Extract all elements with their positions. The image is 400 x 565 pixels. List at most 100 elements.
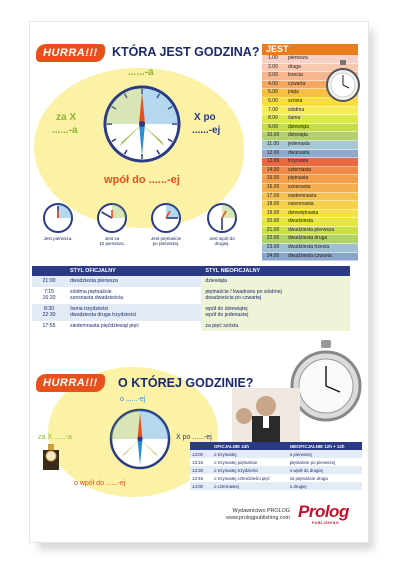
small-clock-caption: Jest wpół do drugiej. <box>202 236 242 247</box>
clock-label-top: o ......-ej <box>120 396 146 403</box>
hour-row: 9.00 dziewiąta <box>262 123 358 133</box>
informal-cell: wpół do dziewiątej wpół do jedenastej <box>201 303 350 321</box>
hour-word: trzecia <box>288 72 303 79</box>
hour-word: siódma <box>288 106 305 113</box>
table-header: STYL OFICJALNY <box>66 266 202 276</box>
time-value: 17:55 <box>42 322 56 329</box>
hour-row: 14.00 czternasta <box>262 166 358 176</box>
table-cell: o wpół do drugiej <box>287 466 362 474</box>
big-clock-icon <box>103 85 181 163</box>
table-header <box>190 442 212 450</box>
hour-row: 10.00 dziesiąta <box>262 132 358 141</box>
hour-word: dwudziesta czwarta <box>288 252 332 259</box>
hour-time: 14.00 <box>266 166 280 173</box>
hour-word: dwunasta <box>288 149 310 156</box>
hour-word: dziewiętnasta <box>288 209 319 216</box>
informal-cell: piętnaście / kwadrans po siódmej dwadzieś… <box>201 286 350 304</box>
publisher-url: www.prologpublishing.com <box>226 514 290 521</box>
informal-cell: za pięć szósta <box>201 320 350 331</box>
hour-row: 12.00 dwunasta <box>262 149 358 159</box>
hour-row: 13.00 trzynasta <box>262 158 358 167</box>
time-styles-table: STYL OFICJALNY STYL NIEOFICJALNY 21:00 dw… <box>32 266 350 331</box>
hours-list: 1.00 pierwsza 2.00 druga 3.00 trzecia 4.00 czwa… <box>262 55 358 262</box>
time-value: 21:00 <box>42 278 56 284</box>
table-cell: 13:30 <box>190 466 212 474</box>
hour-word: druga <box>288 63 301 70</box>
hour-row: 24.00 dwudziesta czwarta <box>262 252 358 262</box>
hour-word: siedemnasta <box>288 192 317 199</box>
hour-time: 6.00 <box>268 97 278 104</box>
hurra-badge: HURRA!!! <box>36 44 105 62</box>
hour-word: trzynasta <box>288 158 309 165</box>
table-header: STYL NIEOFICJALNY <box>201 266 350 276</box>
hour-time: 18.00 <box>266 201 280 208</box>
clock-label-left: za X ......-a <box>38 434 72 441</box>
table-cell: o trzynastej <box>212 450 288 458</box>
poster: HURRA!!! KTÓRA JEST GODZINA? JEST 1.00 pi… <box>30 22 368 542</box>
hour-time: 13.00 <box>266 158 280 165</box>
hour-word: dwudziesta <box>288 218 314 225</box>
hour-row: 19.00 dziewiętnasta <box>262 209 358 219</box>
publisher-info: Wydawnictwo PROLOG www.prologpublishing.… <box>200 508 290 521</box>
table-header: OFICJALNIE 24h <box>212 442 288 450</box>
small-clock-caption: Jest piętnaście po pierwszej. <box>146 236 186 247</box>
hour-row: 8.00 ósma <box>262 115 358 124</box>
table-cell: 13:15 <box>190 458 212 466</box>
hour-row: 22.00 dwudziesta druga <box>262 235 358 245</box>
small-clock-icon <box>97 203 127 233</box>
time-cell: 7:15 16:20 <box>32 286 66 304</box>
table-row: 17:55 siedemnasta pięćdziesiąt pięć za pię… <box>32 320 350 331</box>
time-value: 22:30 <box>42 312 56 318</box>
hour-row: 16.00 szesnasta <box>262 183 358 193</box>
hour-row: 3.00 trzecia <box>262 72 358 81</box>
table-row: 7:15 16:20 siódma piętnaście szesnasta dwad… <box>32 286 350 304</box>
official-value: ósma trzydzieści <box>70 305 109 312</box>
hour-time: 11.00 <box>266 140 280 147</box>
when-table: OFICJALNIE 24h NIEOFICJALNIE 12h + 12h 1… <box>190 442 362 490</box>
pocket-watch-icon <box>290 340 362 422</box>
time-cell: 17:55 <box>32 320 66 331</box>
hour-word: dziesiąta <box>288 132 308 139</box>
table-cell: o trzynastej trzydzieści <box>212 466 288 474</box>
table-header: NIEOFICJALNIE 12h + 12h <box>287 442 362 450</box>
official-value: siódma piętnaście <box>70 288 112 295</box>
small-clock-caption: Jest za 10 pierwsza. <box>92 236 132 247</box>
table-cell: 13:45 <box>190 474 212 482</box>
table-cell: za piętnaście druga <box>287 474 362 482</box>
official-value: dwudziesta pierwsza <box>70 278 118 284</box>
table-row: 13:45 o trzynastej czterdzieści pięć za pi… <box>190 474 362 482</box>
hour-row: 18.00 osiemnasta <box>262 201 358 210</box>
hour-word: dwudziesta trzecia <box>288 244 330 251</box>
hour-time: 8.00 <box>268 115 278 122</box>
hour-time: 23.00 <box>266 244 280 251</box>
hour-time: 19.00 <box>266 209 280 216</box>
table-row: 8:30 22:30 ósma trzydzieści dwudziesta drug… <box>32 303 350 321</box>
hour-row: 7.00 siódma <box>262 106 358 116</box>
caption-line: 10 pierwsza. <box>99 241 125 247</box>
hour-word: szósta <box>288 97 303 104</box>
hour-time: 12.00 <box>266 149 280 156</box>
hour-row: 11.00 jedenasta <box>262 140 358 150</box>
hour-word: dwudziesta druga <box>288 235 328 242</box>
informal-value: dwadzieścia po czwartej <box>205 295 262 301</box>
table-cell: piętnaście po pierwszej <box>287 458 362 466</box>
hour-row: 20.00 dwudziesta <box>262 218 358 227</box>
section-title: O KTÓREJ GODZINIE? <box>118 376 254 390</box>
official-cell: siódma piętnaście szesnasta dwadzieścia <box>66 286 202 304</box>
official-value: szesnasta dwadzieścia <box>70 295 124 301</box>
clock-label-right: X po <box>194 112 216 123</box>
section-title: KTÓRA JEST GODZINA? <box>112 45 260 59</box>
bottom-clock-icon <box>109 408 171 470</box>
clock-label-left: ......-a <box>52 125 78 136</box>
hour-word: piętnasta <box>288 175 309 182</box>
table-cell: o trzynastej czterdzieści pięć <box>212 474 288 482</box>
hour-word: dziewiąta <box>288 123 309 130</box>
table-cell: o pierwszej <box>287 450 362 458</box>
stopwatch-icon <box>326 60 360 102</box>
time-cell: 8:30 22:30 <box>32 303 66 321</box>
clock-label-right: X po ......-ej <box>176 434 212 441</box>
informal-value: piętnaście / kwadrans po siódmej <box>205 288 282 295</box>
hour-time: 22.00 <box>266 235 280 242</box>
caption-line: Jest wpół do <box>209 236 235 241</box>
hour-word: ósma <box>288 115 301 122</box>
